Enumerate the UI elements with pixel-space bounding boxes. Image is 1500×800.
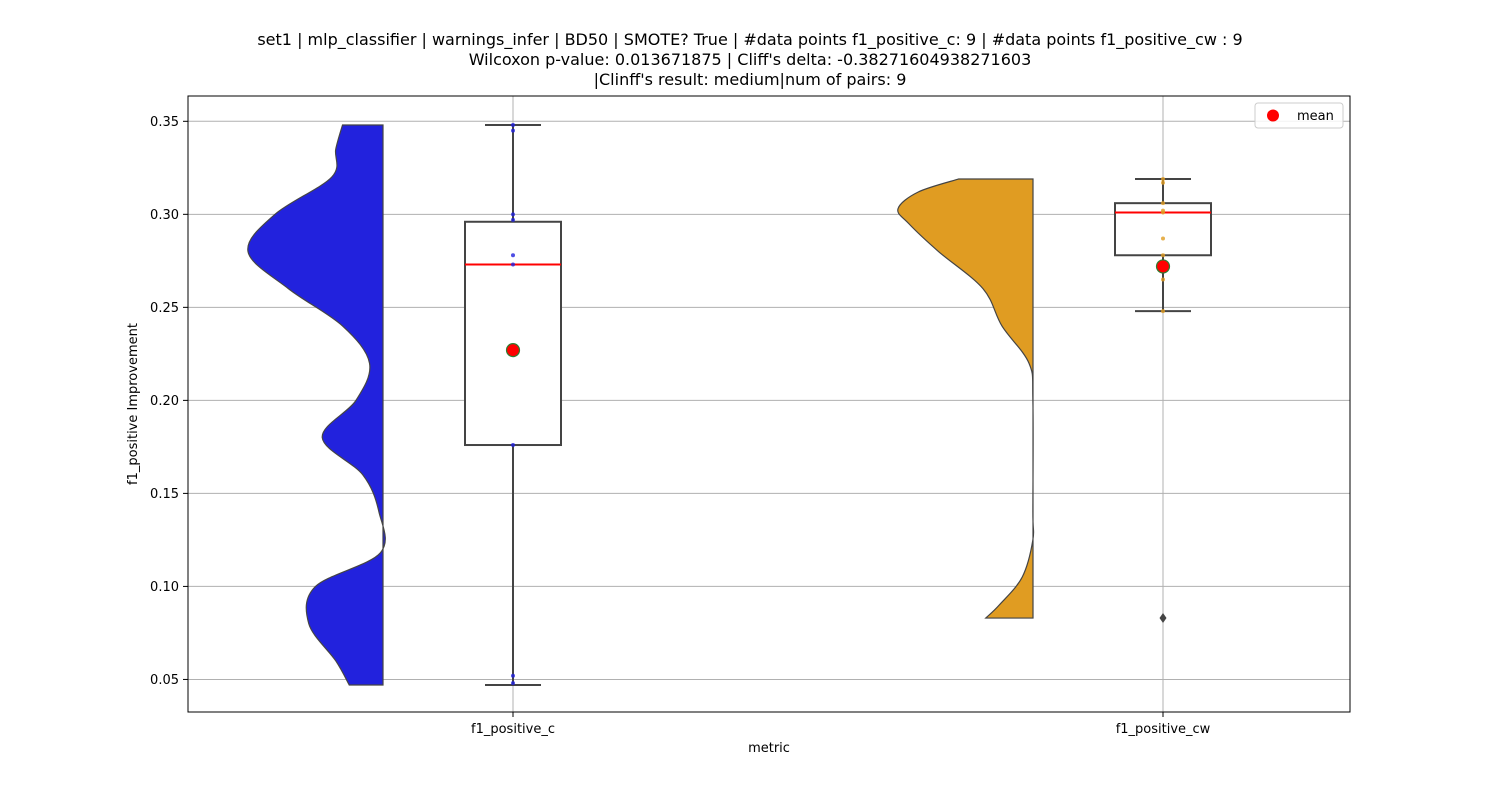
data-point xyxy=(511,262,515,267)
axes: 0.05 0.10 0.15 0.20 0.25 0.30 0.35 f1_positive_… xyxy=(150,115,1211,737)
plot-frame xyxy=(187,95,1351,713)
violin-f1_positive_cw xyxy=(897,178,1035,619)
y-axis-label: f1_positive Improvement xyxy=(126,323,141,485)
legend-mean-marker xyxy=(1267,109,1279,122)
x-tick-label: f1_positive_c xyxy=(471,722,555,737)
data-point xyxy=(511,681,515,686)
data-point xyxy=(1161,201,1165,206)
legend-mean-label: mean xyxy=(1297,109,1334,124)
chart-title: set1 | mlp_classifier | warnings_infer |… xyxy=(0,30,1500,90)
data-point xyxy=(1161,208,1165,213)
outlier-marker xyxy=(1159,613,1167,624)
data-point xyxy=(511,673,515,678)
data-point xyxy=(511,123,515,128)
data-points xyxy=(505,123,1171,686)
data-point xyxy=(511,253,515,258)
x-tick-label: f1_positive_cw xyxy=(1116,722,1211,737)
violins xyxy=(247,124,1035,686)
y-tick-label: 0.10 xyxy=(150,580,179,595)
violin-f1_positive_c xyxy=(247,124,386,686)
mean-marker xyxy=(505,343,521,358)
data-point xyxy=(1161,253,1165,258)
y-tick-label: 0.25 xyxy=(150,301,179,316)
data-point xyxy=(511,217,515,222)
mean-marker xyxy=(1155,259,1171,274)
legend-frame xyxy=(1254,102,1344,129)
chart-title-line-1: set1 | mlp_classifier | warnings_infer |… xyxy=(257,30,1243,49)
y-tick-label: 0.20 xyxy=(150,394,179,409)
data-point xyxy=(511,128,515,133)
y-tick-label: 0.35 xyxy=(150,115,179,130)
data-point xyxy=(511,443,515,448)
y-tick-label: 0.15 xyxy=(150,487,179,502)
data-point xyxy=(1161,309,1165,314)
legend: mean xyxy=(1254,102,1344,129)
y-tick-label: 0.30 xyxy=(150,208,179,223)
chart-title-line-3: |Clinff's result: medium|num of pairs: 9 xyxy=(593,70,907,89)
chart-title-line-2: Wilcoxon p-value: 0.013671875 | Cliff's … xyxy=(468,50,1032,69)
data-point xyxy=(1161,176,1165,181)
boxplots xyxy=(464,124,1212,687)
data-point xyxy=(511,212,515,217)
y-tick-label: 0.05 xyxy=(150,673,179,688)
x-axis-label: metric xyxy=(748,741,790,756)
data-point xyxy=(1161,180,1165,185)
data-point xyxy=(1161,236,1165,241)
data-point xyxy=(1161,277,1165,282)
